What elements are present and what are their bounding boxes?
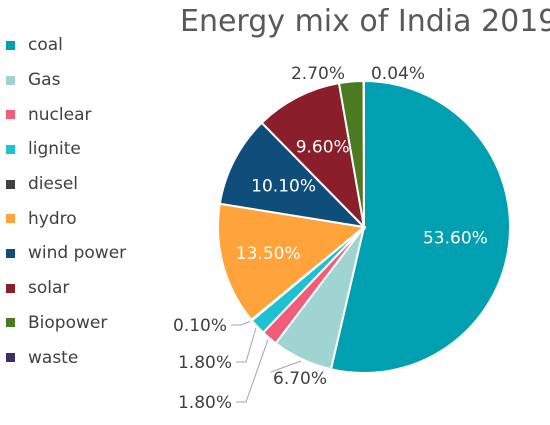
data-label-diesel: 0.10% xyxy=(173,316,227,336)
legend-item-lignite: lignite xyxy=(6,132,126,167)
legend-label: coal xyxy=(28,35,63,56)
legend-item-coal: coal xyxy=(6,28,126,63)
data-label-biopower: 2.70% xyxy=(291,64,345,84)
legend-swatch xyxy=(6,214,15,224)
legend-label: lignite xyxy=(28,139,81,160)
data-label-waste: 0.04% xyxy=(371,64,425,84)
data-label-coal: 53.60% xyxy=(423,229,488,249)
legend-swatch xyxy=(6,179,15,189)
pie-slice-coal xyxy=(329,79,512,374)
leader-line xyxy=(231,320,251,326)
data-label-gas: 6.70% xyxy=(273,369,327,389)
legend-swatch xyxy=(6,110,15,120)
legend-label: hydro xyxy=(28,208,77,229)
legend-swatch xyxy=(6,248,15,258)
legend-label: Biopower xyxy=(28,312,108,333)
pie-slice-wind-power xyxy=(218,121,367,229)
legend-item-nuclear: nuclear xyxy=(6,97,126,132)
legend-swatch xyxy=(6,75,15,85)
legend-label: nuclear xyxy=(28,104,92,125)
chart-title: Energy mix of India 2019 xyxy=(180,4,550,39)
leader-line xyxy=(236,339,269,403)
legend-item-waste: waste xyxy=(6,340,126,375)
legend-label: wind power xyxy=(28,243,127,264)
legend-item-wind-power: wind power xyxy=(6,236,126,271)
legend-label: Gas xyxy=(28,70,61,91)
data-label-hydro: 13.50% xyxy=(236,244,301,264)
legend: coal Gas nuclear lignite diesel hydro wind pow… xyxy=(6,28,126,375)
legend-swatch xyxy=(6,318,15,328)
leader-line xyxy=(270,360,302,373)
data-label-lignite: 1.80% xyxy=(178,353,232,373)
data-label-wind-power: 10.10% xyxy=(251,176,316,196)
legend-swatch xyxy=(6,144,15,154)
legend-item-biopower: Biopower xyxy=(6,306,126,341)
legend-item-gas: Gas xyxy=(6,63,126,98)
pie-slice-solar xyxy=(260,82,366,230)
pie-slice-hydro xyxy=(217,202,367,322)
legend-swatch xyxy=(6,353,15,363)
data-label-solar: 9.60% xyxy=(296,138,350,158)
legend-label: solar xyxy=(28,278,70,299)
legend-swatch xyxy=(6,40,15,50)
data-label-nuclear: 1.80% xyxy=(178,393,232,413)
legend-label: diesel xyxy=(28,174,79,195)
leader-line xyxy=(236,327,257,363)
legend-swatch xyxy=(6,283,15,293)
legend-item-diesel: diesel xyxy=(6,167,126,202)
legend-item-hydro: hydro xyxy=(6,201,126,236)
legend-item-solar: solar xyxy=(6,271,126,306)
legend-label: waste xyxy=(28,347,79,368)
